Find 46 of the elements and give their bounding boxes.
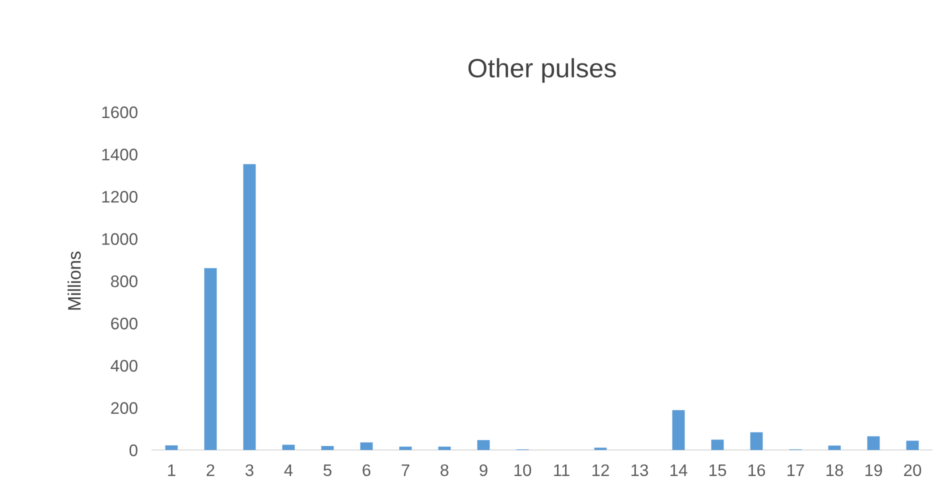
x-tick-label: 4 (284, 464, 293, 476)
y-tick-label: 1200 (102, 190, 138, 203)
y-tick-label: 0 (129, 444, 138, 456)
x-tick-label: 19 (866, 464, 882, 476)
x-tick-label: 14 (670, 464, 688, 476)
x-tick-label: 18 (826, 464, 844, 476)
x-tick-label: 3 (246, 464, 254, 476)
bar (360, 442, 373, 450)
x-tick-label: 15 (710, 464, 726, 476)
x-tick-label: 20 (904, 464, 922, 476)
y-tick-label: 200 (111, 402, 138, 414)
x-tick-label: 13 (632, 464, 648, 476)
x-tick-label: 5 (324, 464, 332, 476)
x-tick-label: 7 (402, 464, 410, 476)
y-tick-label: 1000 (102, 233, 138, 245)
x-tick-label: 6 (362, 464, 370, 476)
bar (477, 440, 490, 450)
bar (282, 444, 295, 450)
x-tick-label: 9 (480, 464, 488, 476)
y-tick-label: 800 (111, 275, 138, 288)
y-tick-label: 1600 (102, 106, 138, 118)
bar (711, 440, 724, 450)
bar (204, 268, 217, 450)
bar (672, 410, 685, 450)
x-tick-label: 10 (514, 464, 532, 476)
y-tick-label: 1400 (102, 148, 138, 160)
x-tick-label: 2 (206, 464, 214, 476)
x-tick-label: 1 (168, 464, 176, 476)
y-tick-label: 400 (110, 360, 138, 372)
bar (165, 445, 178, 450)
bar (399, 446, 412, 450)
x-tick-label: 12 (592, 464, 609, 476)
x-tick-label: 8 (440, 464, 448, 476)
bar (750, 432, 763, 450)
x-tick-label: 11 (554, 464, 570, 476)
x-tick-label: 16 (748, 464, 766, 476)
x-tick-label: 17 (788, 464, 804, 476)
bar (867, 436, 880, 450)
bar (243, 164, 256, 450)
bar (828, 446, 841, 450)
bar (438, 446, 451, 450)
y-axis-title: Millions (68, 252, 81, 310)
bar (321, 446, 334, 450)
chart-title: Other pulses (468, 58, 616, 83)
bar (906, 440, 919, 450)
y-tick-label: 600 (111, 318, 138, 330)
